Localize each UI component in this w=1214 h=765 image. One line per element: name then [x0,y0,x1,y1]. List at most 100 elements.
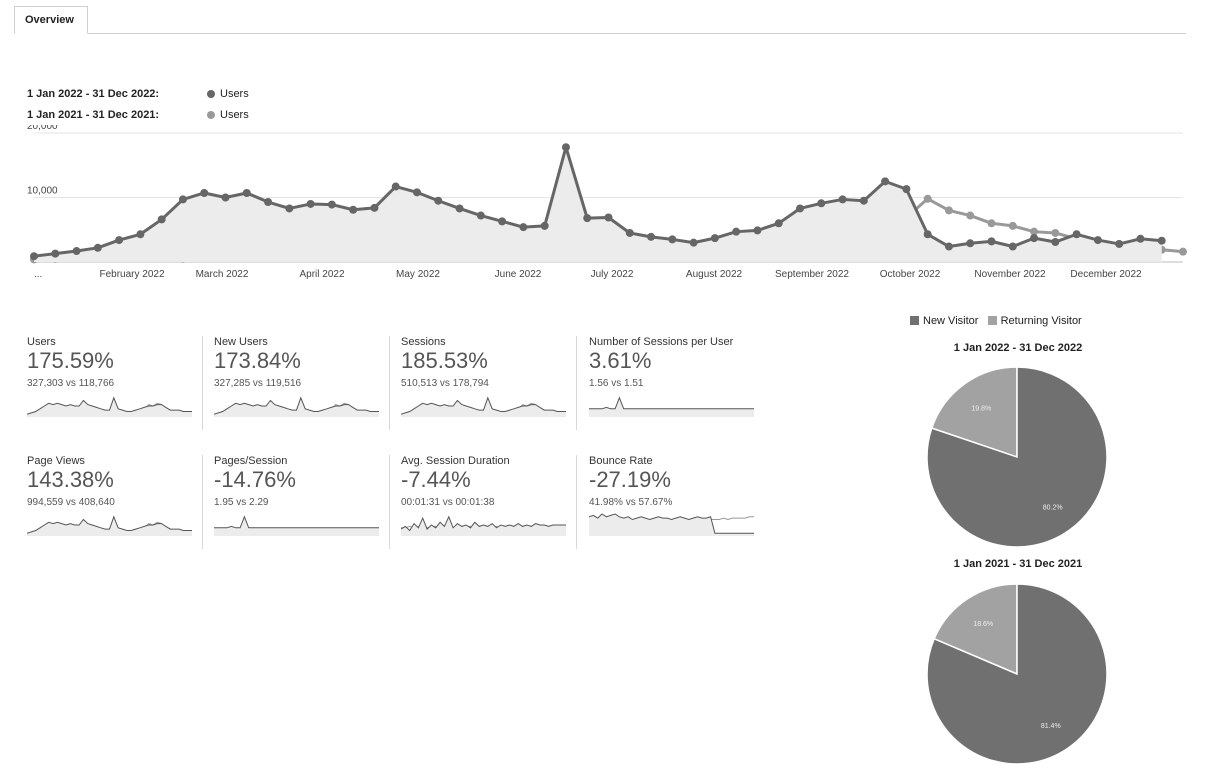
series-current-point[interactable] [51,249,60,258]
pie-slice-new-visitor[interactable] [926,583,1108,765]
series-current-point[interactable] [902,185,911,194]
series-current-point[interactable] [1051,238,1060,247]
series-current-point[interactable] [136,230,145,239]
metric-number-of-sessions-per-user-label: Number of Sessions per User [589,336,734,348]
series-current-point[interactable] [370,203,379,212]
series-current-point[interactable] [923,230,932,239]
series-current-point[interactable] [647,232,656,241]
series-previous-point[interactable] [1179,247,1187,256]
series-current-point[interactable] [881,177,890,186]
series-previous-point[interactable] [1008,221,1017,230]
pie-legend-returning: Returning Visitor [1000,315,1082,327]
series-current-point[interactable] [540,221,549,230]
series-current-point[interactable] [391,182,400,191]
tab-overview[interactable]: Overview [14,6,88,34]
metric-page-views-compare: 994,559 vs 408,640 [27,497,115,508]
sparkline-area [214,397,379,417]
series-current-point[interactable] [242,188,251,197]
series-current-point[interactable] [1030,234,1039,243]
series-current-point[interactable] [285,204,294,213]
series-current-area [34,147,1162,262]
series-current-point[interactable] [859,196,868,205]
series-current-point[interactable] [30,252,38,261]
metric-tile[interactable]: Users 175.59% 327,303 vs 118,766 [27,336,203,430]
series-current-point[interactable] [710,234,719,243]
series-previous-point[interactable] [966,211,975,220]
series-previous-point[interactable] [944,206,953,215]
series-current-point[interactable] [732,227,741,236]
series-current-point[interactable] [93,243,102,252]
series-previous-point[interactable] [1030,227,1039,236]
series-current-point[interactable] [306,199,315,208]
metric-tile[interactable]: Bounce Rate -27.19% 41.98% vs 57.67% [589,455,765,549]
series-current-point[interactable] [966,239,975,248]
sparkline-current [214,515,379,529]
metric-tile[interactable]: Page Views 143.38% 994,559 vs 408,640 [27,455,203,549]
series-current-point[interactable] [689,238,698,247]
series-previous-point[interactable] [1051,228,1060,237]
series-current-point[interactable] [157,215,166,224]
pie-2021: 18.6% 81.4% [926,583,1108,765]
series-current-point[interactable] [349,205,358,214]
pie-slice-label: 80.2% [1043,505,1063,512]
series-current-point[interactable] [583,214,592,223]
pie-slice-label: 18.6% [973,621,993,628]
metric-bounce-rate-label: Bounce Rate [589,455,653,467]
series-current-point[interactable] [455,204,464,213]
series-current-point[interactable] [1093,236,1102,245]
sparkline-current [27,515,192,534]
series-current-point[interactable] [1115,239,1124,248]
pie-slice-returning-visitor[interactable] [933,583,1018,676]
series-current-point[interactable] [561,143,570,152]
series-current-point[interactable] [434,196,443,205]
series-previous-point[interactable] [987,219,996,228]
series-current-point[interactable] [774,219,783,228]
series-current-point[interactable] [796,204,804,213]
series-current-point[interactable] [944,242,953,251]
metric-tile[interactable]: Avg. Session Duration -7.44% 00:01:31 vs 0… [401,455,577,549]
series-current-point[interactable] [264,198,273,207]
metric-users-compare: 327,303 vs 118,766 [27,378,115,389]
sparkline-area [401,516,566,536]
series-current-point[interactable] [327,200,336,209]
series-current-point[interactable] [817,199,826,208]
metric-bounce-rate-compare: 41.98% vs 57.67% [589,497,673,508]
metric-tile[interactable]: Sessions 185.53% 510,513 vs 178,794 [401,336,577,430]
sparkline-current [27,396,192,415]
legend-previous-dot-icon [207,111,215,119]
pie-slice-new-visitor[interactable] [926,366,1108,548]
series-current-point[interactable] [987,237,996,246]
series-current-point[interactable] [1157,236,1166,245]
metric-avg-session-duration-label: Avg. Session Duration [401,455,510,467]
series-current-point[interactable] [413,188,421,197]
series-current-point[interactable] [498,217,507,226]
series-current-point[interactable] [604,213,613,222]
series-current-point[interactable] [1136,234,1145,243]
series-current-point[interactable] [221,193,230,202]
series-current-point[interactable] [200,188,209,197]
x-tick-label: September 2022 [775,269,849,280]
pie-slice-returning-visitor[interactable] [930,366,1018,459]
series-current-point[interactable] [72,247,81,256]
series-current-point[interactable] [625,228,634,237]
series-previous-point[interactable] [923,194,932,203]
series-current-point[interactable] [115,236,124,245]
pie-2021-title: 1 Jan 2021 - 31 Dec 2021 [953,558,1083,570]
series-current-point[interactable] [668,235,677,244]
series-current-point[interactable] [178,195,187,204]
sparkline-area [401,397,566,417]
series-current-point[interactable] [838,195,847,204]
metric-tile[interactable]: Pages/Session -14.76% 1.95 vs 2.29 [214,455,390,549]
metric-tile[interactable]: New Users 173.84% 327,285 vs 119,516 [214,336,390,430]
metric-users-label: Users [27,336,56,348]
series-current-point[interactable] [1008,242,1017,251]
series-current-point[interactable] [753,226,762,235]
series-current-point[interactable] [476,211,485,220]
metric-new-users-value: 173.84% [214,348,301,373]
series-current-point[interactable] [519,223,528,232]
series-current-point[interactable] [1072,230,1081,239]
metric-number-of-sessions-per-user-value: 3.61% [589,348,652,373]
metric-tile[interactable]: Number of Sessions per User 3.61% 1.56 vs … [589,336,765,430]
y-tick-label: 20,000 [27,125,58,132]
x-tick-label: June 2022 [495,269,542,280]
